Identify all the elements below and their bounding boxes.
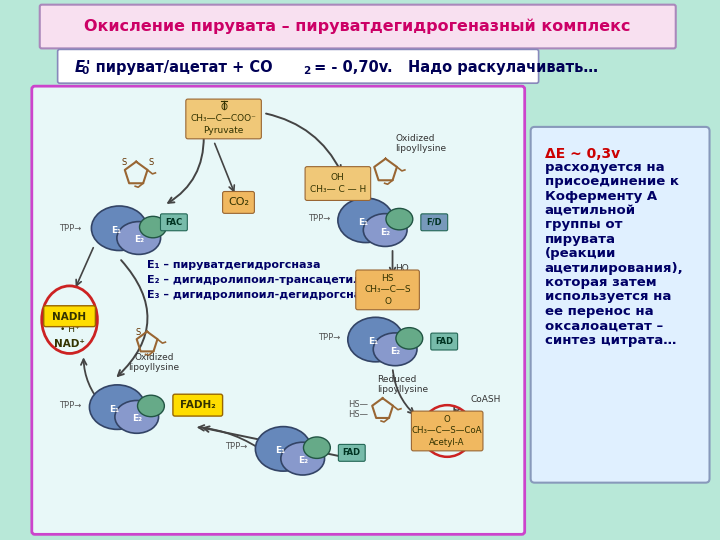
FancyBboxPatch shape — [421, 214, 448, 231]
Text: HO: HO — [395, 264, 410, 273]
Ellipse shape — [138, 395, 164, 417]
Text: E₂: E₂ — [134, 235, 144, 245]
Text: оксалоацетат –: оксалоацетат – — [544, 319, 663, 332]
Text: FADH₂: FADH₂ — [180, 400, 215, 410]
Text: NADH: NADH — [53, 312, 86, 322]
Text: OH
CH₃— C — H: OH CH₃— C — H — [310, 173, 366, 194]
Text: HS
CH₃—C—S
O: HS CH₃—C—S O — [364, 274, 411, 306]
Text: • H⁺: • H⁺ — [60, 325, 79, 334]
Text: F/D: F/D — [426, 218, 442, 227]
Text: присоединение к: присоединение к — [544, 175, 678, 188]
Text: S: S — [148, 158, 153, 167]
Text: ' пируват/ацетат + CO: ' пируват/ацетат + CO — [86, 60, 273, 75]
Text: O
CH₃—C—S—CoA
Acetyl-A: O CH₃—C—S—CoA Acetyl-A — [412, 415, 482, 447]
Ellipse shape — [91, 206, 147, 251]
Text: E₁ – пируватдегидрогсназа: E₁ – пируватдегидрогсназа — [147, 260, 320, 270]
Text: которая затем: которая затем — [544, 276, 656, 289]
Text: E₁: E₁ — [358, 218, 368, 227]
Text: lipoyllysine: lipoyllysine — [395, 144, 446, 153]
Text: = - 0,70v.   Надо раскулачивать…: = - 0,70v. Надо раскулачивать… — [309, 60, 598, 75]
Ellipse shape — [140, 217, 166, 238]
Text: TPP→: TPP→ — [318, 333, 340, 342]
FancyBboxPatch shape — [411, 411, 483, 451]
Text: E₁: E₁ — [275, 447, 285, 455]
Text: E₁: E₁ — [112, 226, 121, 235]
Text: E₁: E₁ — [368, 337, 378, 346]
FancyBboxPatch shape — [305, 167, 371, 200]
Text: S: S — [122, 158, 127, 167]
Ellipse shape — [115, 401, 158, 433]
Text: 0: 0 — [81, 66, 89, 76]
FancyBboxPatch shape — [32, 86, 525, 535]
Text: CoASH: CoASH — [470, 395, 500, 404]
Text: используется на: используется на — [544, 291, 671, 303]
Text: группы от: группы от — [544, 218, 622, 231]
Text: TPP→: TPP→ — [307, 214, 330, 223]
Ellipse shape — [396, 328, 423, 349]
FancyBboxPatch shape — [531, 127, 709, 483]
Text: E₂ – дигидролипоил-трансацетилаза: E₂ – дигидролипоил-трансацетилаза — [147, 275, 383, 285]
Text: FAC: FAC — [166, 218, 183, 227]
Ellipse shape — [304, 437, 330, 458]
Text: ее перенос на: ее перенос на — [544, 305, 653, 318]
Text: пирувата: пирувата — [544, 233, 616, 246]
Text: S: S — [135, 328, 140, 337]
Ellipse shape — [373, 333, 417, 366]
Ellipse shape — [256, 427, 311, 471]
Text: синтез цитрата…: синтез цитрата… — [544, 334, 676, 347]
Text: Коферменту А: Коферменту А — [544, 190, 657, 202]
Text: FAD: FAD — [343, 448, 361, 457]
Text: TPP→: TPP→ — [59, 401, 81, 410]
Ellipse shape — [117, 221, 161, 254]
Text: расходуется на: расходуется на — [544, 161, 664, 174]
Text: Reduced: Reduced — [377, 375, 417, 384]
Text: lipoyllysine: lipoyllysine — [128, 363, 179, 372]
Text: E₂: E₂ — [297, 456, 307, 465]
Text: Oxidized: Oxidized — [395, 134, 435, 143]
Text: E₃ – дигидролипоил-дегидрогсназа: E₃ – дигидролипоил-дегидрогсназа — [147, 290, 375, 300]
FancyBboxPatch shape — [338, 444, 365, 461]
Ellipse shape — [338, 198, 394, 242]
Ellipse shape — [281, 442, 325, 475]
Text: E₂: E₂ — [132, 414, 142, 423]
FancyBboxPatch shape — [58, 49, 539, 83]
Text: HS—: HS— — [348, 400, 368, 409]
Text: HS—: HS— — [348, 410, 368, 418]
FancyBboxPatch shape — [356, 270, 419, 310]
Text: O
CH₃—C—COO⁻
Pyruvate: O CH₃—C—COO⁻ Pyruvate — [191, 103, 256, 135]
Text: E: E — [75, 60, 84, 75]
FancyBboxPatch shape — [161, 214, 187, 231]
FancyBboxPatch shape — [431, 333, 458, 350]
Text: ацетильной: ацетильной — [544, 204, 636, 217]
Text: TPP→: TPP→ — [59, 224, 81, 233]
Text: Oxidized: Oxidized — [134, 353, 174, 362]
Text: (реакции: (реакции — [544, 247, 616, 260]
FancyBboxPatch shape — [173, 394, 222, 416]
Text: ацетилирования),: ацетилирования), — [544, 261, 683, 274]
Text: E₂: E₂ — [390, 347, 400, 356]
Text: CO₂: CO₂ — [228, 198, 249, 207]
Ellipse shape — [386, 208, 413, 230]
FancyBboxPatch shape — [186, 99, 261, 139]
Text: NAD⁺: NAD⁺ — [54, 339, 85, 348]
FancyBboxPatch shape — [222, 192, 254, 213]
Text: 2: 2 — [303, 66, 310, 76]
Ellipse shape — [364, 214, 407, 246]
Text: E₂: E₂ — [380, 227, 390, 237]
Text: Окисление пирувата – пируватдегидрогеназный комплекс: Окисление пирувата – пируватдегидрогеназ… — [84, 19, 631, 34]
Text: lipoyllysine: lipoyllysine — [377, 384, 428, 394]
Ellipse shape — [89, 385, 145, 429]
FancyBboxPatch shape — [44, 306, 95, 327]
FancyBboxPatch shape — [40, 5, 676, 49]
Text: E₁: E₁ — [109, 404, 120, 414]
Text: ΔE ~ 0,3v: ΔE ~ 0,3v — [544, 147, 620, 161]
Text: FAD: FAD — [435, 337, 454, 346]
Ellipse shape — [348, 318, 403, 362]
Text: TPP→: TPP→ — [225, 442, 248, 451]
